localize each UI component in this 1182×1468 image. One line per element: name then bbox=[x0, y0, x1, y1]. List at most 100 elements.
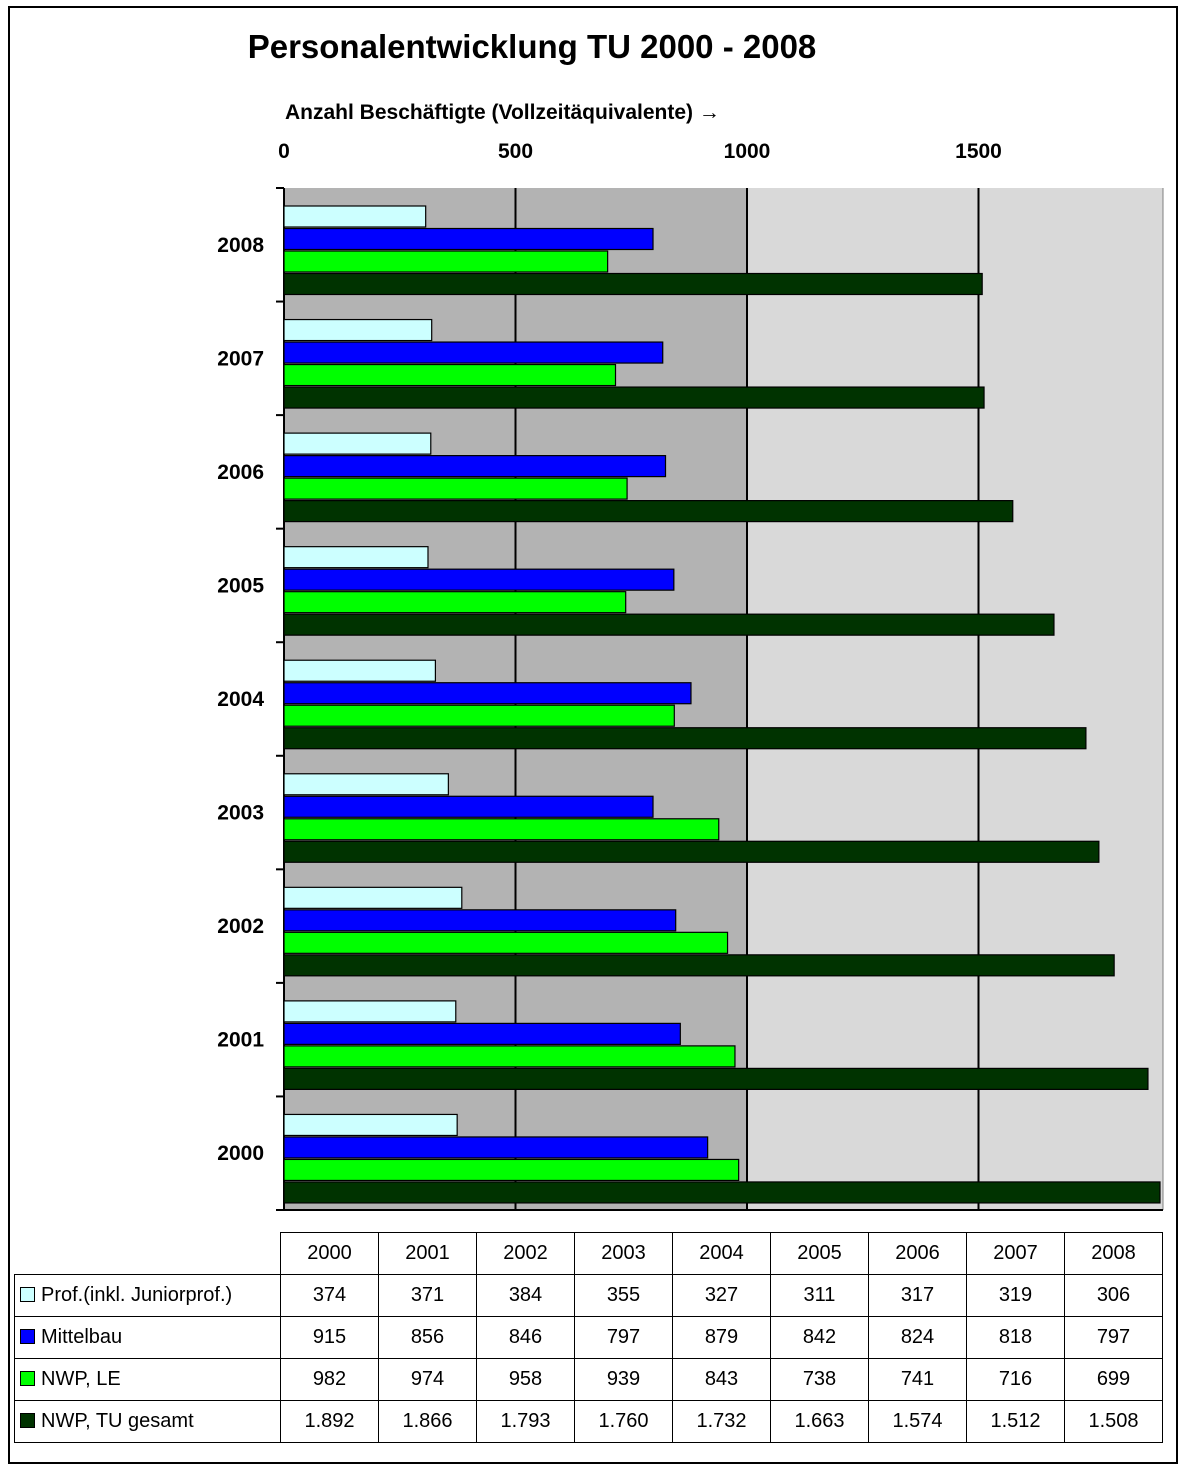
bar-prof-2004 bbox=[283, 659, 437, 682]
table-cell: 738 bbox=[770, 1358, 869, 1401]
y-tick-label: 2004 bbox=[217, 688, 264, 711]
table-cell: 327 bbox=[672, 1274, 771, 1317]
x-tick-label: 1000 bbox=[724, 140, 771, 163]
bar-nwp-le-2000 bbox=[283, 1158, 740, 1182]
table-cell: 974 bbox=[378, 1358, 477, 1401]
x-tick-label: 0 bbox=[278, 140, 290, 163]
table-cell: 818 bbox=[966, 1316, 1065, 1359]
table-cell: 958 bbox=[476, 1358, 575, 1401]
y-tick-label: 2007 bbox=[217, 347, 264, 370]
x-tick-label: 500 bbox=[498, 140, 533, 163]
bar-nwp-le-2003 bbox=[283, 818, 720, 841]
bar-mittelbau-2004 bbox=[283, 682, 692, 705]
bar-nwp-le-2004 bbox=[283, 704, 675, 727]
bar-prof-2005 bbox=[283, 546, 429, 569]
bar-nwp-le-2002 bbox=[283, 931, 729, 954]
bar-mittelbau-2005 bbox=[283, 568, 675, 591]
y-tick-label: 2006 bbox=[217, 461, 264, 484]
table-year-header: 2006 bbox=[868, 1232, 967, 1275]
table-cell: 856 bbox=[378, 1316, 477, 1359]
bar-mittelbau-2007 bbox=[283, 341, 664, 364]
table-cell: 317 bbox=[868, 1274, 967, 1317]
table-cell: 1.512 bbox=[966, 1400, 1065, 1443]
table-cell: 716 bbox=[966, 1358, 1065, 1401]
legend-swatch bbox=[20, 1329, 35, 1344]
table-year-header: 2003 bbox=[574, 1232, 673, 1275]
legend-swatch bbox=[20, 1413, 35, 1428]
bar-chart: 0 500 1000 1500 2008 2007 2006 2005 2004 2003 2002… bbox=[217, 140, 1164, 1211]
table-cell: 1.574 bbox=[868, 1400, 967, 1443]
table-cell: 1.663 bbox=[770, 1400, 869, 1443]
table-year-header: 2008 bbox=[1064, 1232, 1163, 1275]
bar-prof-2002 bbox=[283, 886, 463, 909]
bar-prof-2003 bbox=[283, 773, 449, 796]
table-cell: 374 bbox=[280, 1274, 379, 1317]
x-axis-label: Anzahl Beschäftigte (Vollzeitäquivalente… bbox=[285, 101, 720, 124]
table-row: NWP, LE 982 974 958 939 843 738 741 716 699 bbox=[14, 1358, 1163, 1401]
table-year-header: 2000 bbox=[280, 1232, 379, 1275]
table-year-header: 2004 bbox=[672, 1232, 771, 1275]
table-row: Mittelbau 915 856 846 797 879 842 824 818 797 bbox=[14, 1316, 1163, 1359]
table-cell: 842 bbox=[770, 1316, 869, 1359]
bar-mittelbau-2003 bbox=[283, 795, 654, 818]
table-cell: 1.732 bbox=[672, 1400, 771, 1443]
table-cell: 824 bbox=[868, 1316, 967, 1359]
y-tick-label: 2008 bbox=[217, 234, 264, 257]
table-year-header: 2007 bbox=[966, 1232, 1065, 1275]
table-cell: 879 bbox=[672, 1316, 771, 1359]
table-cell: 319 bbox=[966, 1274, 1065, 1317]
table-cell: 384 bbox=[476, 1274, 575, 1317]
legend-entry: NWP, LE bbox=[14, 1358, 281, 1401]
bar-mittelbau-2006 bbox=[283, 455, 667, 478]
legend-entry: Prof.(inkl. Juniorprof.) bbox=[14, 1274, 281, 1317]
table-cell: 915 bbox=[280, 1316, 379, 1359]
y-tick-label: 2005 bbox=[217, 574, 264, 597]
table-cell: 1.892 bbox=[280, 1400, 379, 1443]
bar-nwp-tu-gesamt-2006 bbox=[283, 500, 1014, 523]
series-name: Mittelbau bbox=[41, 1326, 123, 1348]
table-cell: 1.866 bbox=[378, 1400, 477, 1443]
chart-title: Personalentwicklung TU 2000 - 2008 bbox=[247, 28, 817, 65]
bar-prof-2008 bbox=[283, 205, 427, 228]
bar-mittelbau-2000 bbox=[283, 1136, 709, 1159]
table-cell: 797 bbox=[1064, 1316, 1163, 1359]
bar-nwp-tu-gesamt-2000 bbox=[283, 1181, 1161, 1204]
table-cell: 797 bbox=[574, 1316, 673, 1359]
legend-swatch bbox=[20, 1287, 35, 1302]
table-cell: 371 bbox=[378, 1274, 477, 1317]
table-body: Prof.(inkl. Juniorprof.) 374 371 384 355 327 3… bbox=[14, 1274, 1163, 1443]
bar-nwp-tu-gesamt-2007 bbox=[283, 386, 985, 409]
x-tick-label: 1500 bbox=[955, 140, 1002, 163]
legend-entry: NWP, TU gesamt bbox=[14, 1400, 281, 1443]
y-tick-label: 2001 bbox=[217, 1029, 264, 1052]
bar-nwp-tu-gesamt-2005 bbox=[283, 613, 1055, 636]
table-cell: 311 bbox=[770, 1274, 869, 1317]
series-name: NWP, TU gesamt bbox=[41, 1410, 194, 1432]
y-tick-label: 2000 bbox=[217, 1142, 264, 1165]
legend-swatch bbox=[20, 1371, 35, 1386]
bar-nwp-tu-gesamt-2008 bbox=[283, 272, 983, 296]
bar-nwp-tu-gesamt-2002 bbox=[283, 954, 1115, 977]
bar-prof-2007 bbox=[283, 318, 433, 342]
table-cell: 699 bbox=[1064, 1358, 1163, 1401]
bar-prof-2006 bbox=[283, 432, 432, 455]
table-corner bbox=[14, 1232, 281, 1275]
series-name: NWP, LE bbox=[41, 1368, 121, 1390]
y-tick-label: 2002 bbox=[217, 915, 264, 938]
bar-nwp-le-2006 bbox=[283, 477, 628, 500]
table-cell: 306 bbox=[1064, 1274, 1163, 1317]
table-cell: 843 bbox=[672, 1358, 771, 1401]
table-cell: 846 bbox=[476, 1316, 575, 1359]
bar-prof-2001 bbox=[283, 1000, 457, 1023]
bar-mittelbau-2002 bbox=[283, 909, 677, 932]
table-cell: 939 bbox=[574, 1358, 673, 1401]
bar-nwp-tu-gesamt-2003 bbox=[283, 840, 1100, 863]
series-name: Prof.(inkl. Juniorprof.) bbox=[41, 1284, 233, 1306]
bar-nwp-le-2008 bbox=[283, 250, 609, 273]
table-cell: 1.793 bbox=[476, 1400, 575, 1443]
bar-nwp-le-2001 bbox=[283, 1045, 736, 1068]
bar-mittelbau-2008 bbox=[283, 227, 654, 251]
table-header-row: 2000 2001 2002 2003 2004 2005 2006 2007 2008 bbox=[14, 1232, 1163, 1275]
y-tick-label: 2003 bbox=[217, 802, 264, 825]
plot-band-light bbox=[747, 188, 1163, 1210]
